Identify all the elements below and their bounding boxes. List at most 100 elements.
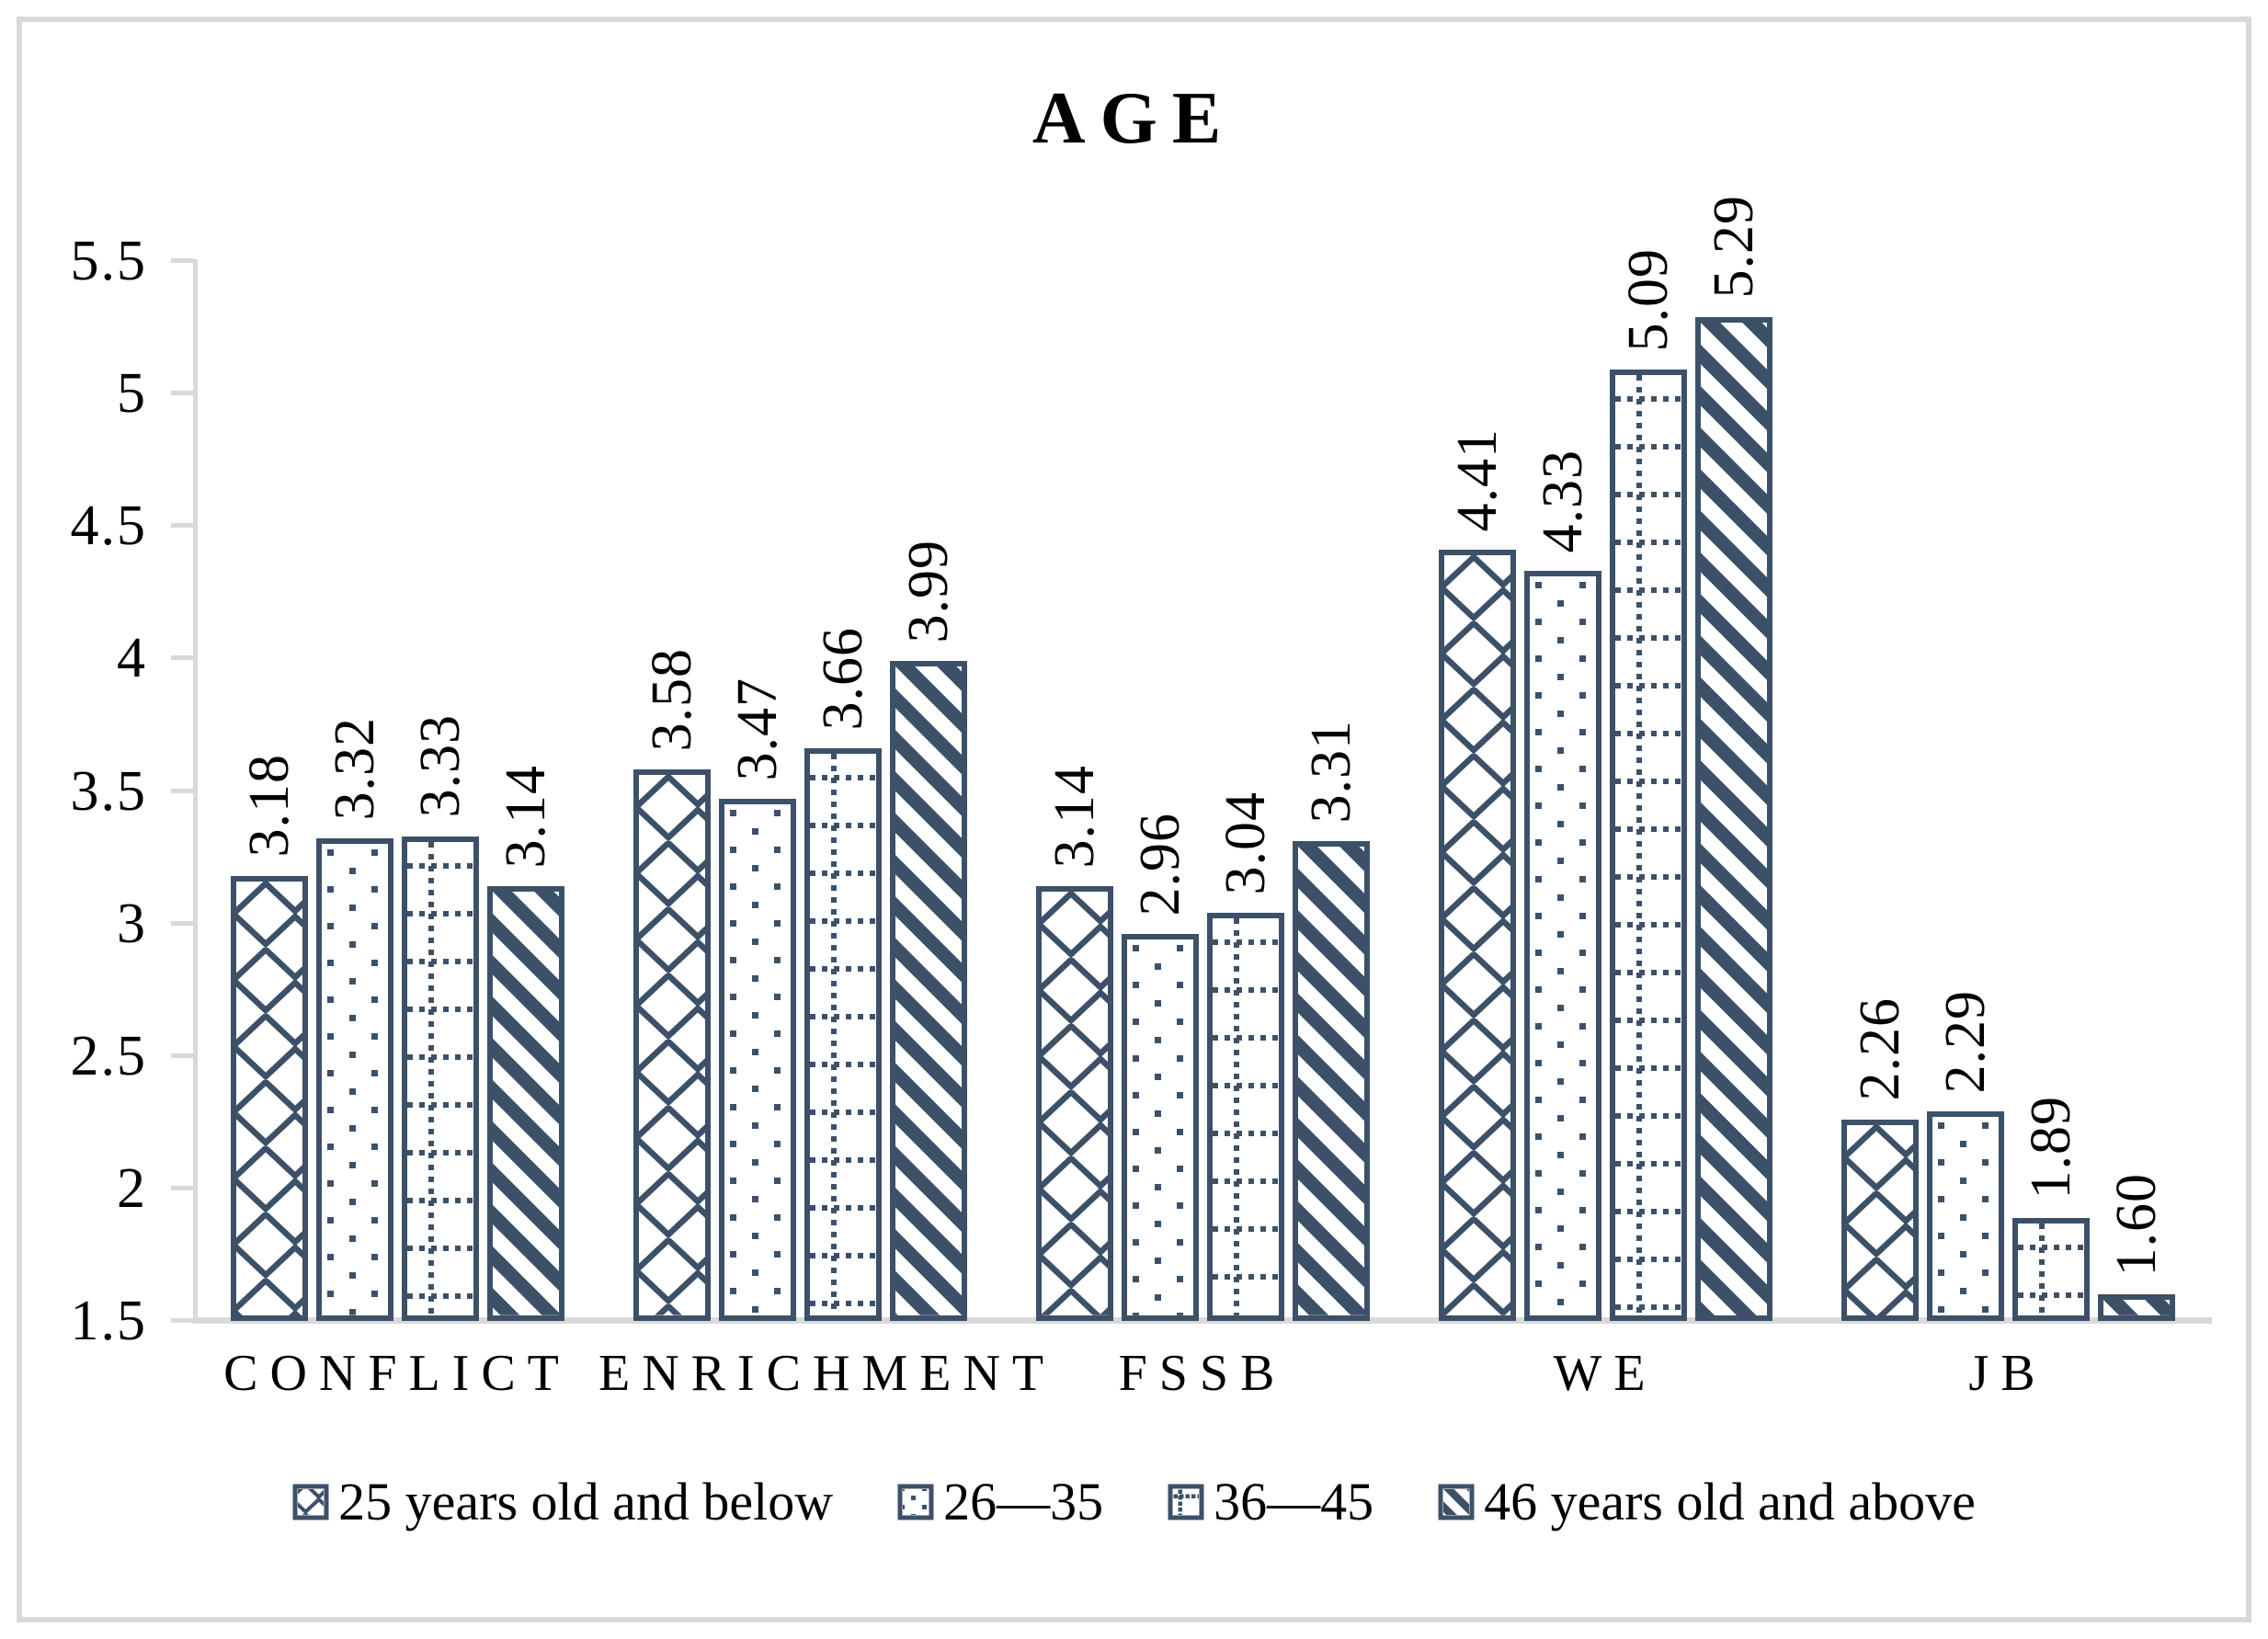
legend-swatch-icon: [1168, 1484, 1204, 1519]
legend-label: 25 years old and below: [338, 1472, 834, 1531]
category-label-enrichment: ENRICHMENT: [598, 1345, 1056, 1402]
bar-value-label: 4.33: [1531, 449, 1594, 553]
bar-slot: 3.99: [889, 261, 967, 1321]
bar-pattern-fill: [406, 841, 473, 1315]
bar-fssb-series2: [1121, 934, 1199, 1321]
bar-value-label: 3.32: [323, 716, 386, 821]
bar-enrichment-series2: [718, 799, 796, 1321]
bar-pattern-fill: [724, 804, 791, 1315]
bar-group-we: 4.41 4.33 5.09 5.29: [1404, 195, 1806, 1321]
bar-value-label: 1.60: [2104, 1172, 2168, 1277]
bar-pattern-fill: [1126, 939, 1193, 1315]
bar-slot: 5.29: [1694, 195, 1772, 1321]
legend-label: 46 years old and above: [1484, 1472, 1976, 1531]
legend-swatch-icon: [897, 1484, 934, 1519]
category-label-jb: JB: [1968, 1345, 2047, 1402]
category-label-fssb: FSSB: [1118, 1345, 1287, 1402]
bar-value-label: 2.96: [1128, 812, 1191, 916]
bar-slot: 3.04: [1206, 261, 1284, 1321]
bar-pattern-fill: [1297, 847, 1364, 1315]
bar-group-conflict: 3.18 3.32 3.33 3.14: [196, 261, 598, 1321]
bar-pattern-fill: [638, 775, 705, 1315]
bar-slot: 4.33: [1523, 261, 1601, 1321]
bar-slot: 2.29: [1926, 261, 2004, 1321]
bar-slot: 3.32: [315, 261, 393, 1321]
bar-jb-series4: [2097, 1294, 2175, 1321]
bar-group-fssb: 3.14 2.96 3.04 3.31: [1001, 261, 1404, 1321]
bar-slot: 3.33: [401, 261, 479, 1321]
bar-enrichment-series3: [803, 748, 882, 1321]
bar-slot: 1.89: [2012, 261, 2090, 1321]
bar-we-series4: [1694, 316, 1772, 1321]
y-axis-tick-label: 5: [117, 362, 147, 426]
y-axis-tick-mark: [171, 1053, 193, 1058]
y-axis-tick-label: 2.5: [70, 1024, 147, 1087]
bar-slot: 3.14: [486, 261, 564, 1321]
bar-value-label: 3.58: [640, 647, 703, 752]
bar-fssb-series4: [1292, 841, 1370, 1321]
bar-we-series2: [1523, 571, 1601, 1321]
bar-jb-series1: [1841, 1119, 1919, 1321]
bar-pattern-fill: [1614, 375, 1681, 1315]
bar-pattern-fill: [1700, 322, 1767, 1315]
bar-value-label: 3.14: [1043, 764, 1106, 869]
bar-slot: 4.41: [1438, 261, 1516, 1321]
legend: 25 years old and below 26—35 36—45 46 years…: [0, 1471, 2268, 1532]
bar-enrichment-series1: [633, 769, 711, 1321]
bar-conflict-series1: [230, 875, 308, 1321]
y-axis-line: [193, 259, 198, 1324]
y-axis-tick-label: 4: [117, 627, 147, 690]
bar-conflict-series3: [401, 836, 479, 1321]
y-axis-tick-mark: [171, 523, 193, 529]
bar-value-label: 3.04: [1214, 791, 1277, 895]
bar-value-label: 3.47: [725, 677, 789, 781]
bar-value-label: 3.66: [811, 626, 874, 731]
bar-slot: 3.66: [803, 261, 882, 1321]
legend-swatch-icon: [292, 1484, 329, 1519]
bar-value-label: 4.41: [1445, 427, 1509, 532]
legend-item: 25 years old and below: [292, 1471, 833, 1532]
bar-we-series1: [1438, 550, 1516, 1321]
bar-fssb-series1: [1035, 886, 1113, 1321]
bar-pattern-fill: [321, 844, 388, 1315]
y-axis-tick-label: 4.5: [70, 495, 147, 558]
bar-value-label: 2.29: [1933, 989, 1997, 1094]
bar-value-label: 3.31: [1299, 719, 1362, 824]
x-axis-line: [193, 1317, 2212, 1324]
bar-slot: 3.47: [718, 261, 796, 1321]
y-axis-tick-mark: [171, 1318, 193, 1323]
legend-swatch-icon: [1438, 1484, 1475, 1519]
y-axis-tick-mark: [171, 1185, 193, 1190]
bar-slot: 2.96: [1121, 261, 1199, 1321]
bar-pattern-fill: [1529, 576, 1596, 1315]
chart-title: AGE: [1031, 78, 1237, 159]
y-axis-tick-mark: [171, 788, 193, 793]
y-axis-tick-label: 3: [117, 892, 147, 955]
y-axis-tick-label: 2: [117, 1156, 147, 1220]
bar-conflict-series4: [486, 886, 564, 1321]
category-label-we: WE: [1553, 1345, 1658, 1402]
y-axis-tick-mark: [171, 920, 193, 926]
bar-enrichment-series4: [889, 661, 967, 1321]
bar-value-label: 5.29: [1702, 195, 1765, 299]
bar-jb-series3: [2012, 1217, 2090, 1321]
bar-pattern-fill: [1932, 1117, 1999, 1315]
bar-slot: 5.09: [1609, 248, 1687, 1321]
plot-area: 3.18 3.32 3.33 3.14 3.58 3.47 3.66 3.99 3.14 2.96…: [196, 195, 2209, 1321]
bar-pattern-fill: [1443, 555, 1510, 1315]
bar-pattern-fill: [2017, 1223, 2084, 1315]
bar-pattern-fill: [492, 892, 559, 1315]
bar-pattern-fill: [1212, 918, 1279, 1315]
bar-pattern-fill: [1846, 1124, 1913, 1315]
y-axis-tick-mark: [171, 391, 193, 396]
legend-label: 36—45: [1214, 1472, 1374, 1531]
bar-we-series3: [1609, 370, 1687, 1321]
bar-pattern-fill: [895, 666, 962, 1315]
y-axis-tick-label: 1.5: [70, 1290, 147, 1352]
category-label-conflict: CONFLICT: [223, 1345, 571, 1402]
y-axis-tick-label: 3.5: [70, 759, 147, 823]
legend-item: 46 years old and above: [1438, 1471, 1976, 1532]
bar-value-label: 3.33: [408, 714, 472, 818]
bar-pattern-fill: [1041, 892, 1108, 1315]
